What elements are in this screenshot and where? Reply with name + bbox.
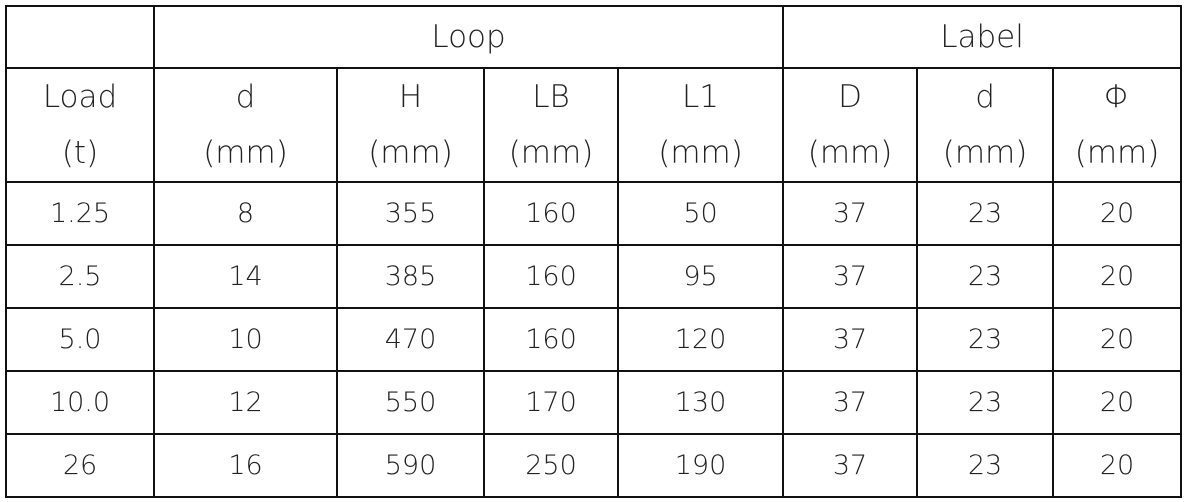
data-row: 10.0 12 550 170 130 37 23 20 — [5, 370, 1183, 435]
data-cell: 2.5 — [5, 244, 155, 309]
data-cell: 470 — [336, 307, 485, 372]
data-cell: 23 — [916, 307, 1055, 372]
column-header: D (mm) — [782, 67, 919, 183]
data-cell: 20 — [1052, 244, 1183, 309]
data-cell: 20 — [1052, 181, 1183, 246]
data-cell: 23 — [916, 244, 1055, 309]
data-cell: 37 — [782, 370, 919, 435]
data-cell: 10.0 — [5, 370, 155, 435]
data-cell: 20 — [1052, 370, 1183, 435]
column-header: H (mm) — [336, 67, 485, 183]
data-cell: 1.25 — [5, 181, 155, 246]
data-cell: 23 — [916, 181, 1055, 246]
column-header: LB (mm) — [483, 67, 619, 183]
column-unit: (mm) — [807, 135, 893, 171]
column-unit: (mm) — [203, 135, 288, 171]
column-name: Φ — [1103, 79, 1131, 115]
data-row: 5.0 10 470 160 120 37 23 20 — [5, 307, 1183, 372]
data-cell: 12 — [153, 370, 338, 435]
data-cell: 160 — [483, 244, 619, 309]
column-unit: (mm) — [1074, 135, 1160, 171]
column-unit: (mm) — [658, 135, 743, 171]
data-cell: 8 — [153, 181, 338, 246]
data-cell: 20 — [1052, 307, 1183, 372]
column-name: d — [975, 79, 995, 115]
data-cell: 5.0 — [5, 307, 155, 372]
column-header: L1 (mm) — [616, 67, 785, 183]
column-header: Load (t) — [5, 67, 155, 183]
header-row: Load (t) d (mm) H (mm) LB (mm) L1 (mm) D (mm) d (mm) Φ… — [5, 67, 1183, 183]
data-cell: 160 — [483, 181, 619, 246]
column-header: d (mm) — [153, 67, 338, 183]
data-cell: 26 — [5, 433, 155, 498]
column-name: Load — [42, 79, 118, 115]
data-cell: 14 — [153, 244, 338, 309]
data-cell: 37 — [782, 433, 919, 498]
column-name: H — [398, 79, 423, 115]
data-cell: 23 — [916, 433, 1055, 498]
data-cell: 120 — [616, 307, 785, 372]
group-header: Label — [782, 5, 1183, 69]
data-cell: 37 — [782, 181, 919, 246]
data-cell: 37 — [782, 244, 919, 309]
column-name: L1 — [682, 79, 720, 115]
data-cell: 160 — [483, 307, 619, 372]
data-row: 26 16 590 250 190 37 23 20 — [5, 433, 1183, 498]
data-cell: 16 — [153, 433, 338, 498]
column-header: Φ (mm) — [1052, 67, 1183, 183]
data-cell: 130 — [616, 370, 785, 435]
data-cell: 550 — [336, 370, 485, 435]
column-name: LB — [532, 79, 570, 115]
data-cell: 10 — [153, 307, 338, 372]
column-name: d — [235, 79, 256, 115]
data-cell: 355 — [336, 181, 485, 246]
data-cell: 250 — [483, 433, 619, 498]
data-row: 1.25 8 355 160 50 37 23 20 — [5, 181, 1183, 246]
column-name: D — [838, 79, 862, 115]
column-unit: (mm) — [508, 135, 594, 171]
table-body: Loop Label Load (t) d (mm) H (mm) LB (mm) L1 (mm) D (… — [5, 5, 1183, 498]
column-unit: (t) — [61, 135, 99, 171]
data-cell: 190 — [616, 433, 785, 498]
column-unit: (mm) — [942, 135, 1028, 171]
group-row: Loop Label — [5, 5, 1183, 69]
data-cell: 23 — [916, 370, 1055, 435]
corner-cell — [5, 5, 155, 69]
data-row: 2.5 14 385 160 95 37 23 20 — [5, 244, 1183, 309]
data-cell: 37 — [782, 307, 919, 372]
data-cell: 385 — [336, 244, 485, 309]
column-unit: (mm) — [368, 135, 453, 171]
data-cell: 50 — [616, 181, 785, 246]
group-header: Loop — [152, 5, 785, 69]
data-cell: 170 — [483, 370, 619, 435]
spec-table: Loop Label Load (t) d (mm) H (mm) LB (mm) L1 (mm) D (… — [5, 5, 1183, 498]
column-header: d (mm) — [916, 67, 1055, 183]
data-cell: 590 — [336, 433, 485, 498]
data-cell: 95 — [616, 244, 785, 309]
data-cell: 20 — [1052, 433, 1183, 498]
